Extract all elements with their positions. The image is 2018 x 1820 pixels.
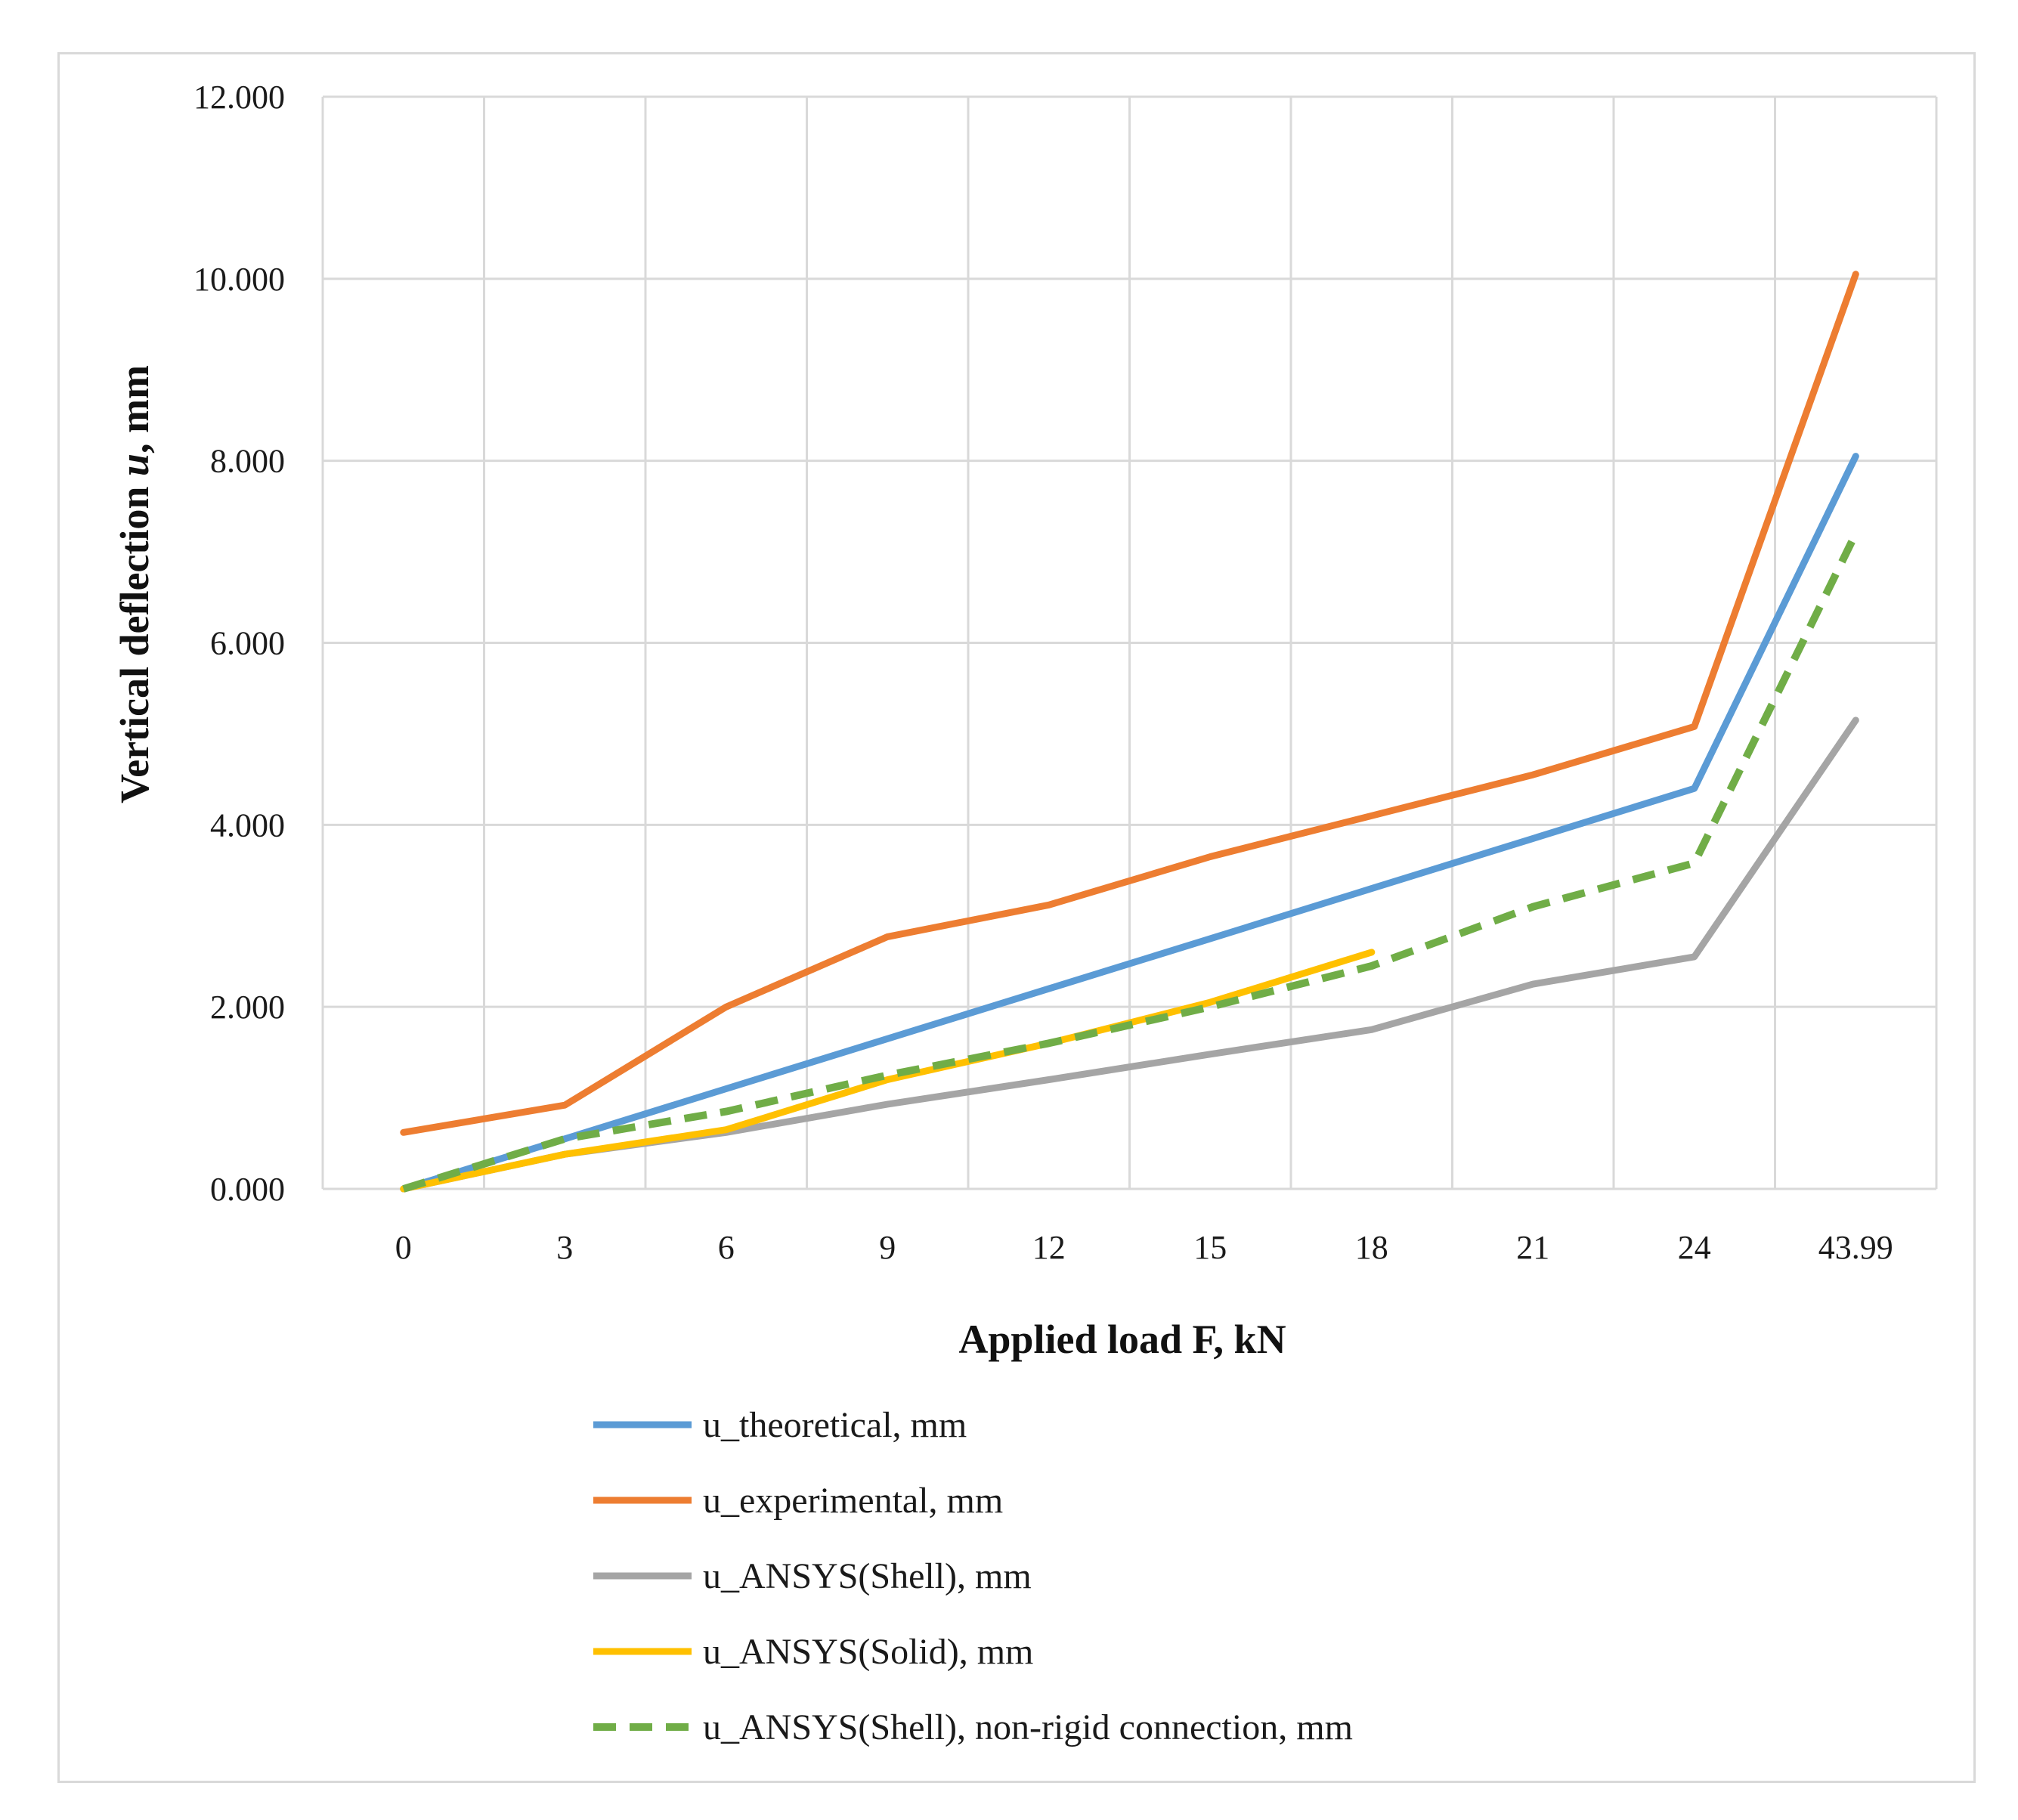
series-3 (400, 949, 1376, 1193)
series-line (400, 949, 1376, 1193)
series-line (400, 271, 1859, 1136)
y-axis-title: Vertical deflection u, mm (112, 365, 157, 803)
grid-layer (321, 95, 1938, 1190)
y-tick-label: 12.000 (193, 79, 285, 116)
x-tick-label: 43.99 (1818, 1229, 1893, 1266)
series-line (402, 531, 1859, 1193)
y-tick-label: 4.000 (210, 806, 285, 843)
legend-item: u_experimental, mm (593, 1481, 1003, 1521)
series-1 (400, 271, 1859, 1136)
legend-label: u_ANSYS(Shell), mm (703, 1556, 1032, 1596)
y-tick-label: 6.000 (210, 625, 285, 662)
legend-item: u_ANSYS(Shell), non-rigid connection, mm (593, 1707, 1353, 1747)
series-layer (400, 271, 1859, 1193)
x-tick-label: 3 (556, 1229, 573, 1266)
y-tick-label: 2.000 (210, 989, 285, 1026)
x-tick-label: 21 (1516, 1229, 1549, 1266)
y-tick-labels: 0.000 2.000 4.000 6.000 8.000 10.000 12.000 (193, 79, 285, 1208)
x-tick-label: 9 (879, 1229, 896, 1266)
legend: u_theoretical, mm u_experimental, mm u_ANS… (593, 1405, 1353, 1747)
legend-label: u_ANSYS(Solid), mm (703, 1632, 1033, 1672)
x-tick-label: 24 (1678, 1229, 1711, 1266)
chart-frame (57, 52, 1976, 1783)
x-tick-label: 12 (1032, 1229, 1066, 1266)
x-tick-label: 0 (395, 1229, 412, 1266)
series-0 (400, 453, 1859, 1193)
series-4 (402, 531, 1859, 1193)
legend-item: u_ANSYS(Shell), mm (593, 1556, 1032, 1596)
x-tick-label: 18 (1355, 1229, 1388, 1266)
series-line (400, 453, 1859, 1193)
y-tick-label: 0.000 (210, 1171, 285, 1208)
legend-label: u_experimental, mm (703, 1481, 1003, 1521)
x-axis-title: Applied load F, kN (958, 1317, 1286, 1362)
y-axis-title-var: u (112, 453, 157, 476)
legend-item: u_ANSYS(Solid), mm (593, 1632, 1033, 1672)
legend-label: u_theoretical, mm (703, 1405, 967, 1445)
legend-label: u_ANSYS(Shell), non-rigid connection, mm (703, 1707, 1353, 1747)
y-tick-label: 10.000 (193, 261, 285, 298)
x-tick-label: 15 (1193, 1229, 1227, 1266)
y-axis-title-main: Vertical deflection (112, 476, 157, 803)
legend-item: u_theoretical, mm (593, 1405, 967, 1445)
y-axis-title-unit: , mm (112, 365, 157, 453)
y-tick-label: 8.000 (210, 443, 285, 480)
x-tick-labels: 0 3 6 9 12 15 18 21 24 43.99 (395, 1229, 1893, 1266)
x-tick-label: 6 (718, 1229, 735, 1266)
